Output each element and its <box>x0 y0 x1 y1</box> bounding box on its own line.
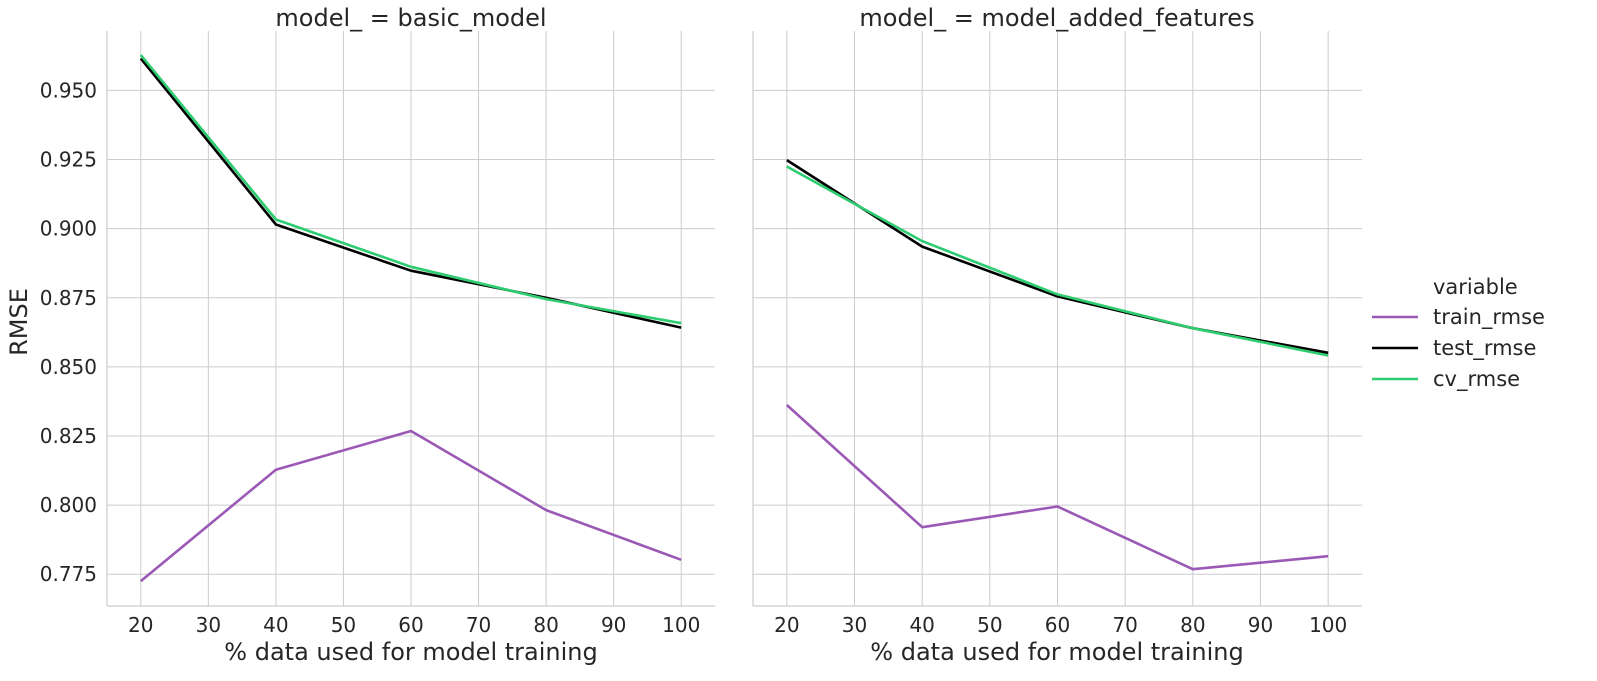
x-tick-label: 20 <box>128 613 153 637</box>
facet-right: model_ = model_added_features % data use… <box>859 4 1254 666</box>
y-tick-label: 0.825 <box>40 424 97 448</box>
x-tick-label: 30 <box>196 613 221 637</box>
x-tick-label: 30 <box>842 613 867 637</box>
x-tick-label: 60 <box>398 613 423 637</box>
y-axis-label: RMSE <box>5 288 33 356</box>
series-line-cv-rmse <box>139 54 682 325</box>
facet-left: model_ = basic_model % data used for mod… <box>224 4 597 666</box>
y-tick-label: 0.875 <box>40 286 97 310</box>
x-tick-label: 50 <box>977 613 1002 637</box>
y-tick-label: 0.800 <box>40 493 97 517</box>
x-tick-label: 80 <box>1180 613 1205 637</box>
series-line-cv-rmse <box>786 165 1329 357</box>
legend: variable train_rmse test_rmse cv_rmse <box>1372 275 1545 392</box>
series-line-train-rmse <box>139 429 682 583</box>
y-tick-label: 0.775 <box>40 562 97 586</box>
y-tick-label: 0.850 <box>40 355 97 379</box>
x-tick-label: 60 <box>1045 613 1070 637</box>
x-tick-label: 50 <box>331 613 356 637</box>
y-tick-label: 0.925 <box>40 148 97 172</box>
x-tick-label: 80 <box>533 613 558 637</box>
series-line-train-rmse <box>785 404 1329 571</box>
x-tick-label: 100 <box>1309 613 1347 637</box>
x-tick-label: 40 <box>909 613 934 637</box>
plot-area-left: 20 30 40 50 60 70 80 90 100 0.775 0.800 0.825 0.850 0… <box>40 31 715 637</box>
x-tick-label: 70 <box>466 613 491 637</box>
legend-label-cv-rmse: cv_rmse <box>1433 367 1520 392</box>
x-tick-label: 70 <box>1112 613 1137 637</box>
x-axis-label-right: % data used for model training <box>870 638 1243 666</box>
plot-area-right: 20 30 40 50 60 70 80 90 100 <box>752 31 1362 637</box>
panel-title-left: model_ = basic_model <box>275 4 546 32</box>
legend-label-train-rmse: train_rmse <box>1433 305 1545 330</box>
panel-title-right: model_ = model_added_features <box>859 4 1254 32</box>
x-tick-label: 20 <box>774 613 799 637</box>
y-tick-label: 0.900 <box>40 217 97 241</box>
y-tick-label: 0.950 <box>40 78 97 102</box>
x-tick-label: 90 <box>601 613 626 637</box>
legend-label-test-rmse: test_rmse <box>1433 336 1536 361</box>
x-axis-label-left: % data used for model training <box>224 638 597 666</box>
legend-title: variable <box>1433 275 1518 299</box>
x-tick-label: 40 <box>263 613 288 637</box>
x-tick-label: 100 <box>662 613 700 637</box>
x-tick-label: 90 <box>1248 613 1273 637</box>
